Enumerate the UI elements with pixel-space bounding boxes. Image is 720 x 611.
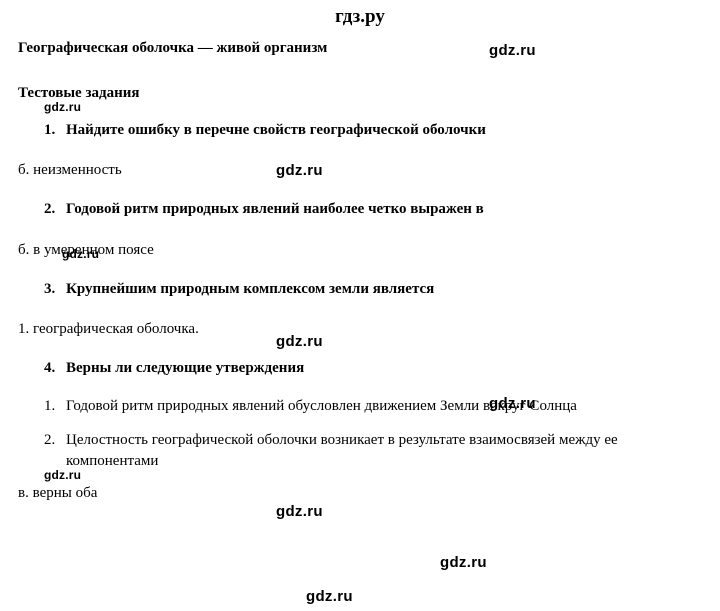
question-text: Найдите ошибку в перечне свойств географ… (66, 120, 486, 140)
sub-item-number: 1. (44, 396, 66, 416)
question-1: 1. Найдите ошибку в перечне свойств геог… (44, 120, 702, 140)
question-number: 2. (44, 199, 66, 219)
question-2: 2. Годовой ритм природных явлений наибол… (44, 199, 702, 219)
answer-3: 1. географическая оболочка. (18, 321, 702, 338)
watermark-2: gdz.ru (44, 100, 81, 114)
watermark-8: gdz.ru (276, 503, 323, 520)
question-text: Годовой ритм природных явлений наиболее … (66, 199, 484, 219)
question-block-3: 3. Крупнейшим природным комплексом земли… (18, 279, 702, 338)
question-number: 1. (44, 120, 66, 140)
sub-item-text: Годовой ритм природных явлений обусловле… (66, 396, 577, 416)
subsection-title: Тестовые задания (18, 85, 702, 102)
question-text: Крупнейшим природным комплексом земли яв… (66, 279, 434, 299)
sub-item-number: 2. (44, 430, 66, 471)
section-title: Географическая оболочка — живой организм (18, 40, 702, 57)
question-block-2: 2. Годовой ритм природных явлений наибол… (18, 199, 702, 258)
watermark-10: gdz.ru (306, 588, 353, 605)
question-text: Верны ли следующие утверждения (66, 358, 304, 378)
answer-4: в. верны оба (18, 485, 702, 502)
sub-item-text: Целостность географической оболочки возн… (66, 430, 702, 471)
sub-item-2: 2. Целостность географической оболочки в… (44, 430, 702, 471)
answer-1: б. неизменность (18, 162, 702, 179)
question-block-1: 1. Найдите ошибку в перечне свойств геог… (18, 120, 702, 179)
question-3: 3. Крупнейшим природным комплексом земли… (44, 279, 702, 299)
question-number: 4. (44, 358, 66, 378)
question-block-4: 4. Верны ли следующие утверждения 1. Год… (18, 358, 702, 502)
question-number: 3. (44, 279, 66, 299)
question-4: 4. Верны ли следующие утверждения (44, 358, 702, 378)
answer-2: б. в умеренном поясе (18, 242, 702, 259)
sub-item-1: 1. Годовой ритм природных явлений обусло… (44, 396, 702, 416)
watermark-9: gdz.ru (440, 554, 487, 571)
main-title: гдз.ру (18, 0, 702, 40)
